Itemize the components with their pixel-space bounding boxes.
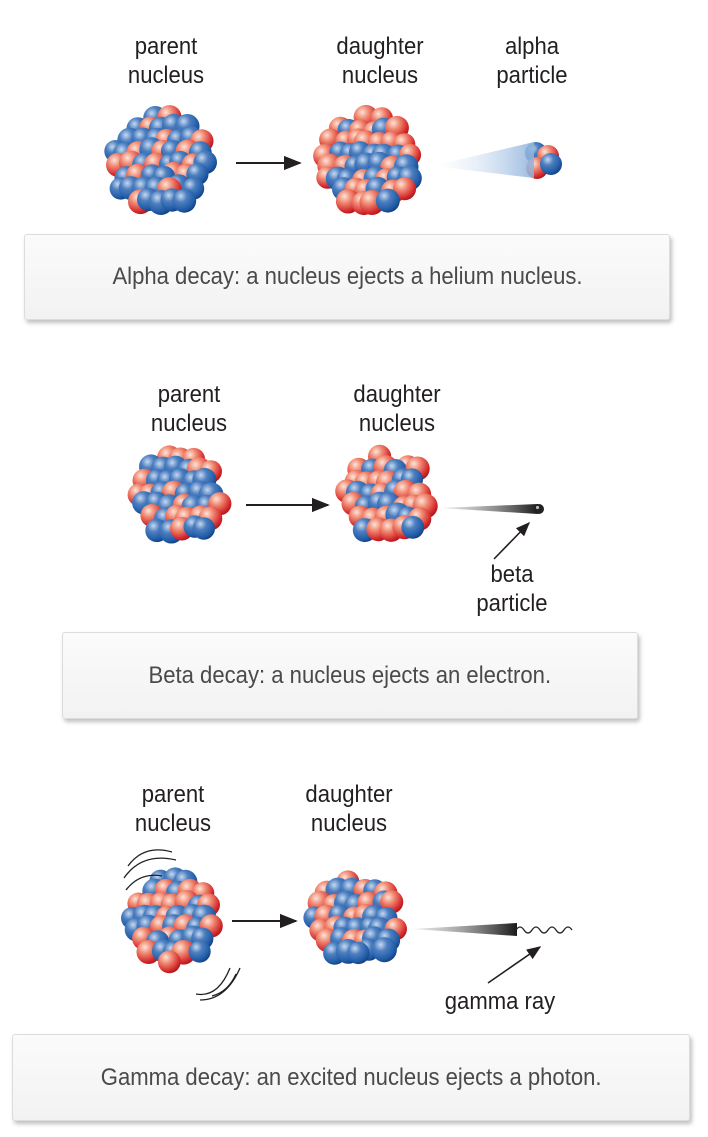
gamma-wave: [515, 926, 573, 934]
neutron: [188, 940, 211, 963]
gamma-parent-label-line1: parent: [141, 781, 205, 808]
neutron: [192, 517, 215, 540]
gamma-parent-nucleus-label: parent nucleus: [115, 780, 231, 838]
alpha-parent-nucleus-label: parent nucleus: [111, 32, 221, 90]
alpha-decay-caption: Alpha decay: a nucleus ejects a helium n…: [24, 234, 670, 320]
proton: [157, 950, 181, 974]
alpha-daughter-label-line1: daughter: [336, 33, 424, 60]
alpha-parent-label-line2: nucleus: [127, 62, 205, 89]
beta-parent-label-line1: parent: [157, 381, 221, 408]
alpha-parent-nucleus: [104, 105, 217, 215]
alpha-particle-label-line1: alpha: [504, 33, 560, 60]
beta-parent-nucleus: [127, 445, 232, 544]
gamma-daughter-nucleus-label: daughter nucleus: [289, 780, 409, 838]
beta-particle-label: beta particle: [457, 560, 567, 618]
beta-particle-label-line2: particle: [476, 590, 548, 617]
beta-daughter-nucleus: [335, 444, 438, 543]
alpha-trail: [432, 142, 534, 178]
beta-electron-highlight: [535, 505, 540, 510]
gamma-ray-label-line1: gamma ray: [444, 988, 556, 1015]
gamma-parent-nucleus: [121, 867, 223, 974]
beta-pointer-arrow: [493, 521, 531, 560]
neutron: [371, 937, 397, 963]
beta-daughter-label-line1: daughter: [353, 381, 441, 408]
neutron: [401, 515, 425, 539]
alpha-particle-label-line2: particle: [496, 62, 568, 89]
gamma-decay-caption: Gamma decay: an excited nucleus ejects a…: [12, 1034, 690, 1121]
beta-daughter-label-line2: nucleus: [358, 410, 436, 437]
beta-parent-label-line2: nucleus: [150, 410, 228, 437]
neutron: [347, 941, 370, 965]
alpha-daughter-label-line2: nucleus: [341, 62, 419, 89]
alpha-daughter-nucleus-label: daughter nucleus: [320, 32, 440, 90]
beta-decay-caption: Beta decay: a nucleus ejects an electron…: [62, 632, 638, 719]
gamma-ray-label: gamma ray: [426, 987, 573, 1016]
neutron: [375, 188, 400, 213]
neutron: [540, 153, 562, 175]
gamma-caption-text: Gamma decay: an excited nucleus ejects a…: [100, 1063, 602, 1091]
beta-daughter-nucleus-label: daughter nucleus: [337, 380, 457, 438]
alpha-caption-text: Alpha decay: a nucleus ejects a helium n…: [111, 263, 583, 290]
gamma-daughter-label-line1: daughter: [305, 781, 393, 808]
beta-caption-text: Beta decay: a nucleus ejects an electron…: [148, 661, 552, 689]
beta-trail: [440, 504, 538, 514]
alpha-particle-label: alpha particle: [479, 32, 586, 90]
beta-particle-label-line1: beta: [490, 561, 534, 588]
alpha-daughter-nucleus: [313, 104, 422, 216]
vibration-marks-bottom: [195, 967, 241, 1001]
beta-parent-nucleus-label: parent nucleus: [131, 380, 247, 438]
gamma-daughter-label-line2: nucleus: [310, 810, 388, 837]
alpha-parent-label-line1: parent: [134, 33, 198, 60]
gamma-daughter-nucleus: [303, 870, 407, 965]
proton: [393, 177, 417, 201]
gamma-trail: [412, 923, 517, 936]
neutron: [172, 188, 197, 213]
vibration-marks-top: [123, 849, 177, 891]
gamma-pointer-arrow: [487, 946, 542, 984]
gamma-parent-label-line2: nucleus: [134, 810, 212, 837]
beta-electron: [534, 504, 544, 514]
